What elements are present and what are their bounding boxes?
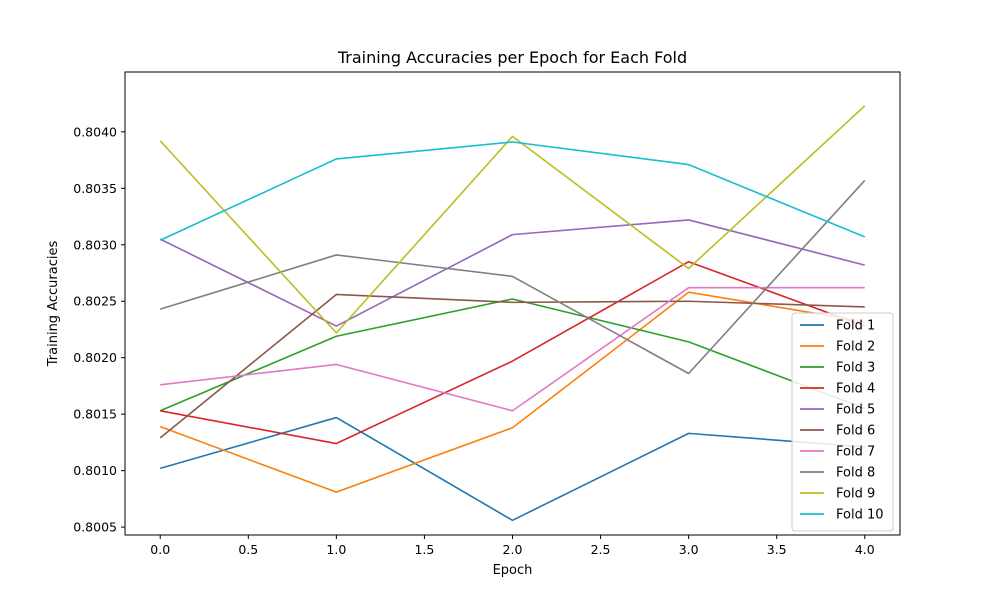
y-tick-label: 0.8020 bbox=[73, 350, 117, 365]
x-tick-label: 2.5 bbox=[591, 542, 611, 557]
legend-label: Fold 2 bbox=[836, 340, 875, 355]
x-tick-label: 1.5 bbox=[414, 542, 434, 557]
y-axis-label: Training Accuracies bbox=[46, 241, 61, 368]
y-tick-label: 0.8040 bbox=[73, 124, 117, 139]
legend-label: Fold 1 bbox=[836, 319, 875, 334]
legend-label: Fold 8 bbox=[836, 466, 875, 481]
series-line-fold-4 bbox=[160, 260, 866, 445]
legend-label: Fold 7 bbox=[836, 445, 875, 460]
x-tick-label: 1.0 bbox=[326, 542, 346, 557]
series-line-fold-2 bbox=[159, 291, 865, 493]
legend-label: Fold 5 bbox=[836, 403, 875, 418]
y-axis: 0.8005 0.8010 0.8015 0.8020 0.8025 0.8030 0.80… bbox=[73, 124, 125, 535]
legend-label: Fold 6 bbox=[836, 424, 875, 439]
series-line-fold-10 bbox=[159, 141, 866, 241]
y-tick-label: 0.8035 bbox=[73, 181, 117, 196]
series-line-fold-1 bbox=[160, 416, 865, 522]
y-tick-label: 0.8030 bbox=[73, 237, 117, 252]
x-axis: 0.0 0.5 1.0 1.5 2.0 2.5 3.0 3.5 4.0 bbox=[150, 535, 875, 557]
series-layer bbox=[159, 105, 866, 522]
legend-label: Fold 4 bbox=[836, 382, 875, 397]
x-tick-label: 3.0 bbox=[679, 542, 699, 557]
chart-title: Training Accuracies per Epoch for Each F… bbox=[337, 48, 687, 67]
legend: Fold 1 Fold 2 Fold 3 Fold 4 Fold 5 Fold 6 Fold… bbox=[791, 312, 894, 532]
x-tick-label: 0.0 bbox=[150, 542, 170, 557]
y-tick-label: 0.8015 bbox=[73, 407, 117, 422]
y-tick-label: 0.8010 bbox=[73, 463, 117, 478]
x-tick-label: 2.0 bbox=[503, 542, 523, 557]
series-line-fold-7 bbox=[160, 286, 865, 412]
y-tick-label: 0.8005 bbox=[73, 520, 117, 535]
series-line-fold-8 bbox=[159, 179, 866, 375]
series-line-fold-3 bbox=[159, 298, 866, 412]
x-tick-label: 0.5 bbox=[238, 542, 258, 557]
x-tick-label: 4.0 bbox=[855, 542, 875, 557]
y-tick-label: 0.8025 bbox=[73, 294, 117, 309]
series-line-fold-6 bbox=[159, 293, 865, 439]
series-line-fold-9 bbox=[159, 105, 866, 334]
series-line-fold-5 bbox=[159, 219, 865, 327]
legend-label: Fold 10 bbox=[836, 508, 884, 523]
x-axis-label: Epoch bbox=[493, 563, 533, 578]
x-tick-label: 3.5 bbox=[767, 542, 787, 557]
legend-label: Fold 3 bbox=[836, 361, 875, 376]
legend-label: Fold 9 bbox=[836, 487, 875, 502]
